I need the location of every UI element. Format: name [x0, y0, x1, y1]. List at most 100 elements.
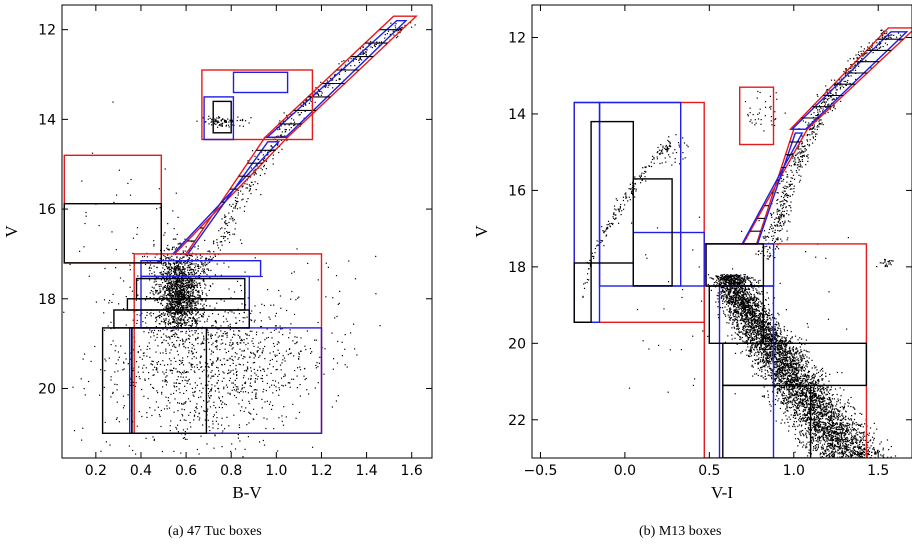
data-point [195, 281, 197, 283]
data-point [173, 246, 175, 248]
data-point [157, 292, 159, 294]
data-point [235, 222, 237, 224]
data-point [191, 330, 193, 332]
data-point [213, 401, 215, 403]
data-point [207, 374, 210, 376]
data-point [297, 297, 299, 299]
data-point [233, 333, 235, 335]
data-point [222, 401, 224, 403]
x-tick-label: 1.0 [265, 463, 287, 479]
data-point [839, 406, 841, 408]
data-point [219, 241, 221, 243]
data-point [233, 389, 235, 391]
data-point [819, 429, 821, 431]
data-point [223, 119, 226, 121]
data-point [216, 341, 218, 343]
data-point [196, 256, 198, 258]
data-point [185, 285, 187, 287]
data-point [844, 463, 845, 464]
data-point [359, 58, 362, 60]
data-point [189, 317, 191, 319]
data-point [855, 459, 856, 460]
data-point [775, 331, 777, 333]
data-point [201, 341, 204, 343]
data-point [197, 337, 199, 339]
data-point [150, 267, 152, 269]
data-point [220, 123, 222, 125]
data-point [266, 418, 268, 420]
data-point [104, 370, 106, 372]
data-point [846, 463, 847, 464]
data-point [169, 279, 171, 281]
data-point [362, 51, 364, 53]
data-point [215, 322, 217, 324]
data-point [189, 311, 191, 313]
data-point [217, 379, 219, 382]
x-tick-label: 0.4 [130, 463, 152, 479]
data-point [770, 375, 773, 377]
data-point [182, 266, 184, 268]
data-point [189, 302, 191, 304]
data-point [166, 285, 168, 287]
data-point [181, 279, 183, 281]
data-point [816, 399, 818, 401]
data-point [163, 318, 165, 320]
data-point [153, 294, 155, 296]
data-point [832, 442, 834, 444]
data-point [182, 268, 184, 271]
data-point [761, 341, 764, 343]
data-point [165, 325, 167, 327]
data-point [160, 273, 162, 275]
data-point [735, 297, 737, 299]
data-point [137, 294, 139, 296]
data-point [203, 311, 205, 313]
data-point [267, 151, 269, 153]
data-point [169, 264, 171, 266]
data-point [185, 307, 187, 309]
data-point [778, 323, 780, 325]
data-point [751, 304, 753, 306]
data-point [354, 348, 356, 350]
data-point [324, 86, 326, 88]
data-point [158, 315, 160, 317]
data-point [209, 430, 211, 432]
data-point [176, 291, 178, 294]
data-point [180, 312, 182, 314]
data-point [181, 282, 183, 284]
data-point [259, 312, 261, 314]
data-point [263, 388, 265, 390]
data-point [245, 120, 247, 122]
data-point [246, 334, 248, 336]
data-point [183, 286, 186, 288]
data-point [784, 353, 786, 355]
data-point [168, 306, 170, 308]
data-point [286, 140, 288, 142]
data-point [188, 304, 190, 306]
data-point [792, 346, 795, 348]
data-point [166, 257, 168, 259]
data-point [236, 322, 238, 324]
data-point [341, 355, 343, 357]
data-point [327, 266, 329, 268]
data-point [188, 254, 191, 256]
data-point [864, 463, 865, 464]
data-point [83, 388, 85, 390]
data-point [181, 316, 183, 318]
data-point [174, 312, 176, 314]
data-point [136, 425, 138, 427]
data-point [221, 335, 223, 337]
data-point [173, 263, 176, 265]
data-point [146, 412, 148, 414]
data-point [776, 361, 778, 363]
data-point [816, 425, 818, 427]
data-point [722, 276, 724, 278]
data-point [228, 288, 230, 290]
data-point [177, 310, 179, 313]
data-point [394, 25, 396, 27]
data-point [190, 308, 192, 310]
data-point [171, 287, 173, 290]
data-point [731, 274, 733, 276]
data-point [814, 435, 816, 437]
data-point [188, 259, 190, 261]
data-point [308, 393, 310, 395]
